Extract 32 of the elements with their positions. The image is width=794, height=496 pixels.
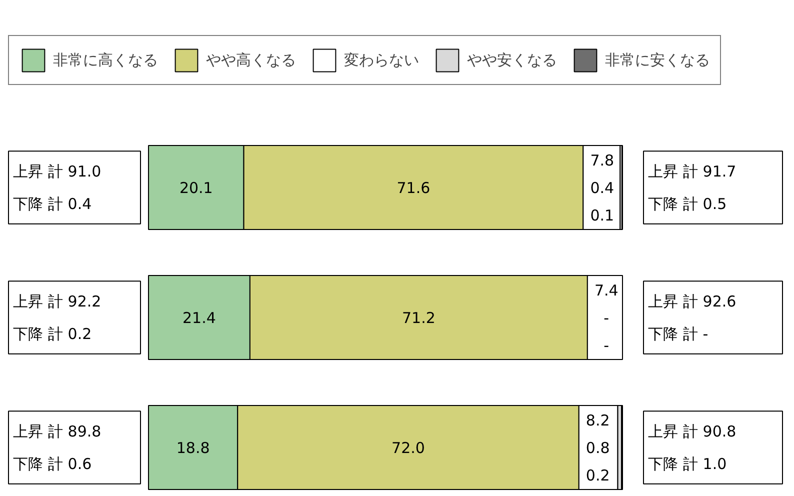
text: 下降 計 1.0 (648, 454, 727, 473)
text: 上昇 計 91.0 (13, 162, 102, 180)
data-label: 18.8 (176, 439, 210, 457)
text: 上昇 計 92.6 (648, 292, 736, 310)
text: 上昇 計 91.7 (648, 162, 736, 180)
legend-label: 変わらない (344, 50, 419, 70)
data-label: 20.1 (179, 179, 213, 197)
text: 上昇 計 89.8 (13, 422, 102, 440)
data-label: 7.4 (594, 282, 618, 300)
data-label: 8.2 (586, 412, 610, 430)
legend-label: やや高くなる (206, 50, 296, 70)
data-label: 72.0 (392, 439, 425, 457)
text: 下降 計 - (648, 324, 708, 343)
legend-label: やや安くなる (467, 50, 557, 70)
text: 上昇 計 90.8 (648, 422, 736, 440)
data-label: 0.8 (586, 439, 610, 457)
data-label: 71.2 (402, 309, 436, 327)
data-label: 7.8 (590, 152, 614, 170)
data-label: 0.2 (586, 466, 610, 484)
text: - (604, 309, 610, 327)
data-label: 0.1 (590, 206, 614, 224)
data-label: 0.4 (590, 179, 614, 197)
legend-label: 非常に高くなる (53, 50, 158, 70)
text: 下降 計 0.6 (13, 454, 92, 473)
text: 下降 計 0.4 (13, 194, 92, 213)
text: 下降 計 0.5 (648, 194, 727, 213)
text: 下降 計 0.2 (13, 324, 92, 343)
legend-label: 非常に安くなる (605, 50, 710, 70)
data-label: 21.4 (182, 309, 216, 327)
data-label: 71.6 (396, 179, 430, 197)
text: 上昇 計 92.2 (13, 292, 102, 310)
text: - (604, 336, 610, 354)
